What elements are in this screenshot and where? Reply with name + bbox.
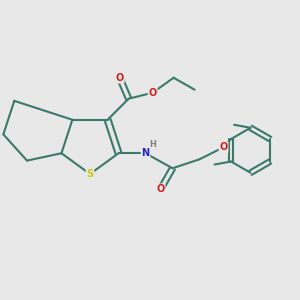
Text: O: O bbox=[148, 88, 157, 98]
Text: O: O bbox=[156, 184, 165, 194]
Text: H: H bbox=[150, 140, 157, 149]
Text: N: N bbox=[142, 148, 150, 158]
Text: O: O bbox=[219, 142, 228, 152]
Text: O: O bbox=[116, 73, 124, 83]
Text: S: S bbox=[86, 169, 94, 179]
